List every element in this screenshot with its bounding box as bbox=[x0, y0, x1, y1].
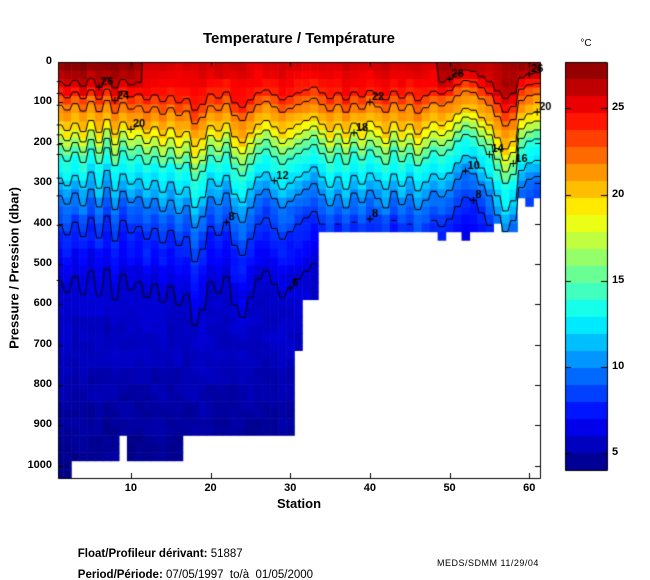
y-axis-tick-label: 300 bbox=[33, 176, 52, 189]
y-axis-tick-label: 400 bbox=[33, 216, 52, 229]
colorbar-tick-label: 20 bbox=[612, 187, 625, 200]
y-axis-tick-label: 0 bbox=[45, 55, 52, 67]
period-line: Period/Période: 07/05/1997 to/à 01/05/20… bbox=[65, 557, 313, 580]
colorbar-tick-label: 10 bbox=[612, 359, 625, 372]
y-axis-tick-label: 800 bbox=[33, 378, 52, 391]
colorbar-tick-label: 15 bbox=[612, 273, 625, 286]
meds-stamp: MEDS/SDMM 11/29/04 bbox=[437, 558, 539, 568]
y-axis-tick-label: 500 bbox=[33, 256, 52, 269]
x-axis-tick-label: 50 bbox=[443, 482, 456, 494]
colorbar-unit-label: °C bbox=[580, 38, 592, 49]
float-id-line: Float/Profileur dérivant: 51887 bbox=[65, 536, 243, 572]
y-axis-tick-label: 1000 bbox=[27, 458, 52, 471]
x-axis-tick-label: 30 bbox=[284, 482, 297, 494]
colorbar-tick-label: 25 bbox=[612, 101, 625, 114]
chart-title: Temperature / Température bbox=[202, 30, 395, 47]
x-axis-tick-label: 10 bbox=[124, 482, 138, 494]
y-axis-tick-label: 900 bbox=[33, 418, 52, 431]
x-axis-tick-label: 40 bbox=[363, 482, 377, 494]
x-axis-tick-label: 60 bbox=[523, 482, 536, 494]
y-axis-tick-label: 200 bbox=[33, 135, 52, 148]
x-axis-tick-label: 20 bbox=[204, 482, 217, 494]
y-axis-tick-label: 700 bbox=[33, 337, 52, 350]
float-label: Float/Profileur dérivant: bbox=[77, 548, 208, 560]
y-axis-tick-label: 100 bbox=[33, 95, 52, 108]
colorbar-tick-label: 5 bbox=[612, 445, 619, 458]
float-value: 51887 bbox=[207, 548, 243, 560]
period-value: 07/05/1997 to/à 01/05/2000 bbox=[162, 569, 314, 580]
x-axis-title: Station bbox=[276, 496, 322, 511]
y-axis-tick-label: 600 bbox=[33, 297, 52, 310]
period-label: Period/Période: bbox=[77, 569, 163, 580]
